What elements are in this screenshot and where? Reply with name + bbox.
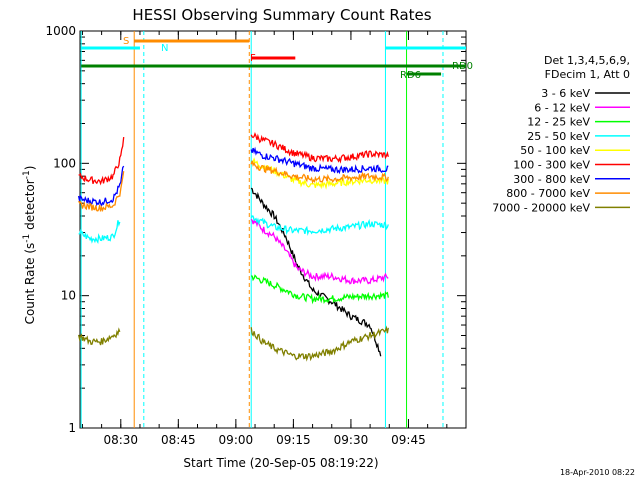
- legend-label: 50 - 100 keV: [520, 144, 590, 157]
- legend-label: 800 - 7000 keV: [506, 187, 590, 200]
- x-tick-label: 09:45: [391, 433, 426, 447]
- plot-area: 1 10 100 1000 08:30 08:45 09:00 09:15 09:30 09:45…: [45, 24, 473, 447]
- legend-header-line-1: Det 1,3,4,5,6,9,: [544, 54, 630, 67]
- footer-timestamp: 18-Apr-2010 08:22: [560, 468, 635, 477]
- x-axis-label: Start Time (20-Sep-05 08:19:22): [183, 456, 378, 470]
- series-line: [250, 217, 389, 285]
- flag-label: N: [161, 43, 168, 54]
- series-line: [250, 215, 389, 236]
- flag-label: S: [123, 36, 129, 47]
- series-line: [250, 132, 389, 164]
- legend-label: 25 - 50 keV: [527, 130, 590, 143]
- svg-text:Count Rate (s-1 detector-1): Count Rate (s-1 detector-1): [22, 166, 37, 325]
- legend-label: 3 - 6 keV: [541, 87, 590, 100]
- series-line: [77, 327, 121, 346]
- series-line: [250, 325, 389, 362]
- series-line: [77, 165, 125, 207]
- legend-label: 300 - 800 keV: [513, 173, 590, 186]
- flag-label: F: [250, 53, 256, 64]
- x-tick-label: 09:30: [334, 433, 369, 447]
- y-axis-label: Count Rate (s-1 detector-1): [22, 166, 37, 325]
- plot-frame: [79, 30, 467, 429]
- series-line: [250, 146, 389, 175]
- flag-label: RD0: [452, 61, 473, 72]
- y-tick-label: 10: [61, 289, 76, 303]
- legend-header-line-2: FDecim 1, Att 0: [545, 68, 630, 81]
- flag-label: RD6: [400, 70, 421, 81]
- legend-label: 100 - 300 keV: [513, 159, 590, 172]
- x-tick-label: 09:15: [276, 433, 311, 447]
- series-line: [250, 187, 382, 357]
- series-line: [78, 137, 125, 186]
- x-tick-label: 08:30: [103, 433, 138, 447]
- legend-label: 12 - 25 keV: [527, 116, 590, 129]
- chart-title: HESSI Observing Summary Count Rates: [132, 6, 431, 24]
- series-line: [78, 220, 121, 245]
- x-tick-label: 09:00: [219, 433, 254, 447]
- legend-label: 6 - 12 keV: [534, 101, 590, 114]
- legend: Det 1,3,4,5,6,9, FDecim 1, Att 0 3 - 6 k…: [492, 54, 630, 214]
- series-line: [78, 171, 125, 213]
- y-tick-label: 1000: [45, 24, 76, 38]
- series-line: [251, 274, 389, 305]
- legend-label: 7000 - 20000 keV: [492, 201, 590, 214]
- y-tick-label: 1: [68, 421, 76, 435]
- y-tick-label: 100: [53, 156, 76, 170]
- series-line: [250, 160, 389, 184]
- x-tick-label: 08:45: [161, 433, 196, 447]
